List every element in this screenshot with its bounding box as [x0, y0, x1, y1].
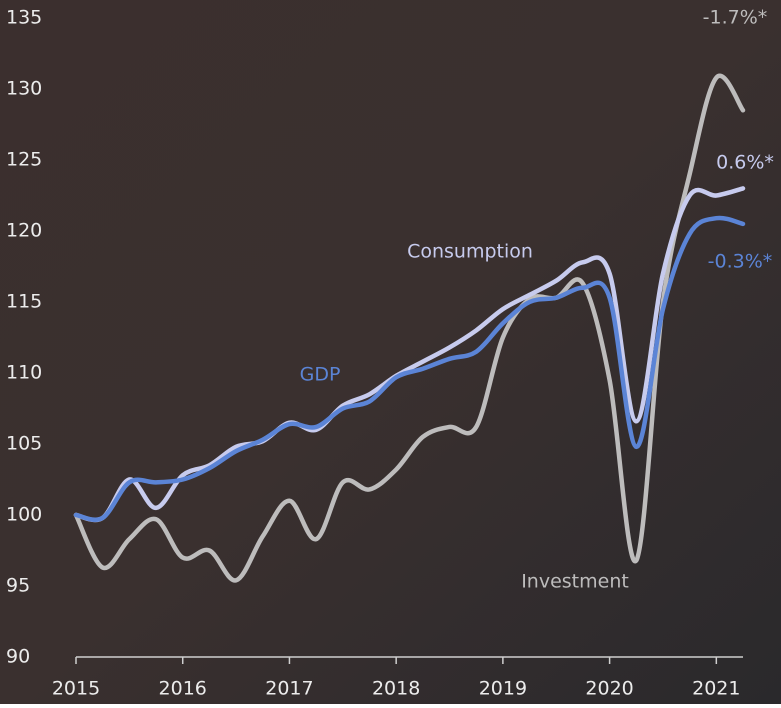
end-label: 0.6%*	[716, 152, 774, 174]
y-tick-label: 110	[6, 362, 42, 384]
y-tick-label: 115	[6, 291, 42, 313]
x-tick-label: 2018	[372, 678, 420, 700]
series-label: GDP	[300, 364, 341, 386]
x-tick-label: 2015	[52, 678, 100, 700]
y-tick-label: 135	[6, 7, 42, 29]
background	[0, 0, 781, 704]
y-tick-label: 100	[6, 504, 42, 526]
y-tick-label: 105	[6, 433, 42, 455]
x-tick-label: 2017	[265, 678, 313, 700]
end-label: -0.3%*	[708, 251, 773, 273]
y-tick-label: 120	[6, 220, 42, 242]
x-tick-label: 2016	[159, 678, 207, 700]
x-tick-label: 2021	[692, 678, 740, 700]
x-tick-label: 2020	[585, 678, 633, 700]
x-tick-label: 2019	[479, 678, 527, 700]
end-label: -1.7%*	[703, 7, 768, 29]
y-tick-label: 90	[6, 646, 30, 668]
y-tick-label: 130	[6, 78, 42, 100]
y-tick-label: 125	[6, 149, 42, 171]
page: {"chart_data": {"type": "line", "x": [20…	[0, 0, 781, 704]
series-label: Investment	[521, 571, 629, 593]
y-tick-label: 95	[6, 575, 30, 597]
series-label: Consumption	[407, 241, 533, 263]
chart: 90 95 100 105 110 115 120 125 130 135 2015 2016 2017…	[0, 0, 781, 704]
